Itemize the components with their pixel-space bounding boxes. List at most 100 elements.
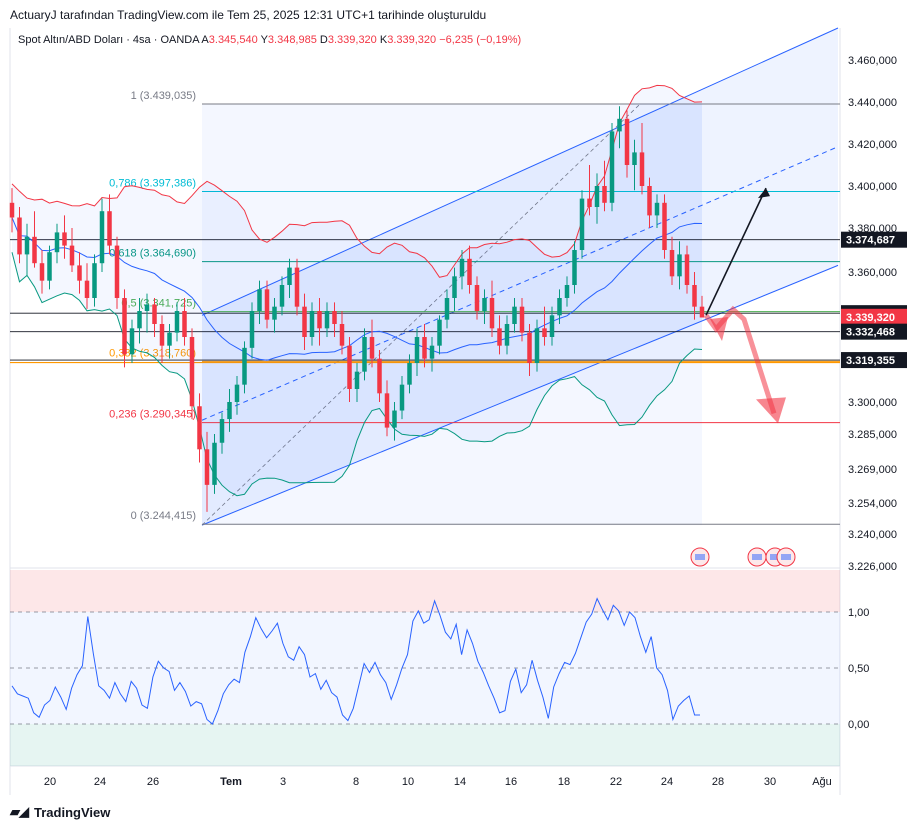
candle-body — [444, 298, 450, 320]
candle-body — [632, 152, 637, 165]
price-axis-tick: 3.360,000 — [848, 267, 897, 279]
rsi-axis-tick: 0,50 — [848, 663, 869, 675]
fib-level-label: 0,786 (3.397,386) — [109, 177, 196, 189]
candle-body — [422, 337, 427, 359]
candle-body — [542, 328, 547, 337]
price-axis-tick: 3.440,000 — [848, 97, 897, 109]
candle-body — [332, 311, 337, 324]
candle-body — [347, 345, 352, 389]
candle-body — [564, 285, 570, 298]
time-axis-tick: 22 — [610, 776, 622, 788]
chart-attribution: ActuaryJ tarafından TradingView.com ile … — [10, 8, 487, 22]
candle-body — [302, 306, 307, 337]
candle-body — [99, 211, 105, 264]
candle-body — [257, 289, 262, 311]
candle-body — [144, 304, 150, 311]
candle-body — [219, 419, 225, 443]
candle-body — [182, 311, 187, 337]
candle-body — [197, 406, 202, 450]
candle-body — [557, 298, 562, 316]
price-axis-tick: 3.400,000 — [848, 181, 897, 193]
time-axis-tick: Tem — [220, 776, 242, 788]
fib-trend-line — [201, 103, 641, 526]
candle-body — [459, 258, 465, 277]
time-axis-tick: 24 — [94, 776, 106, 788]
close-label: K — [379, 34, 388, 46]
candle-body — [54, 232, 60, 253]
candle-body — [519, 306, 525, 333]
candle-body — [47, 252, 52, 281]
candle-body — [497, 328, 502, 346]
bollinger-upper-band — [11, 84, 703, 278]
price-axis-tick: 3.254,000 — [848, 498, 897, 510]
us-event-flag-stripes — [752, 554, 762, 560]
candle-body — [429, 345, 435, 359]
candle-body — [159, 324, 165, 346]
price-tag-bg — [841, 323, 907, 340]
bullish-arrowhead — [758, 188, 770, 199]
time-axis-tick: 30 — [764, 776, 776, 788]
candle-body — [152, 304, 157, 324]
candle-body — [212, 442, 217, 485]
candle-body — [189, 337, 195, 407]
candle-body — [369, 337, 375, 359]
price-tag-label: 3.332,468 — [846, 327, 895, 339]
candle-body — [242, 347, 247, 385]
channel-upper-line — [201, 27, 839, 316]
candle-body — [384, 393, 390, 428]
time-axis-tick: 28 — [712, 776, 724, 788]
price-tag-bg — [841, 231, 907, 248]
time-axis-tick: 8 — [353, 776, 359, 788]
candle-body — [594, 186, 600, 207]
candle-body — [437, 319, 442, 346]
candle-body — [527, 332, 532, 363]
channel-median-line — [201, 146, 839, 421]
candle-body — [264, 289, 270, 320]
candle-body — [684, 254, 690, 285]
candle-body — [24, 236, 30, 255]
candle-body — [654, 202, 660, 216]
tradingview-brand[interactable]: ▰◢ TradingView — [10, 804, 110, 820]
fib-zone-fill — [202, 104, 702, 526]
price-channel-fill — [202, 28, 838, 526]
brand-name: TradingView — [34, 804, 111, 820]
candle-body — [504, 324, 510, 346]
low-value: 3.339,320 — [327, 34, 377, 46]
symbol-legend[interactable]: Spot Altın/ABD Doları · 4sa · OANDA A3.3… — [18, 34, 521, 46]
candle-body — [362, 337, 367, 372]
time-axis-tick: 3 — [280, 776, 286, 788]
open-label: A — [201, 34, 209, 46]
bearish-arrowhead-2 — [756, 397, 786, 424]
candle-body — [92, 263, 97, 298]
price-axis-tick: 3.460,000 — [848, 55, 897, 67]
change-value: −6,235 (−0,19%) — [439, 34, 522, 46]
candle-body — [294, 267, 300, 307]
candle-body — [414, 337, 420, 363]
time-axis-tick: 18 — [558, 776, 570, 788]
candle-body — [354, 371, 360, 389]
close-value: 3.339,320 — [387, 34, 437, 46]
candle-body — [662, 202, 667, 250]
candle-body — [587, 198, 592, 207]
fib-level-label: 0 (3.244,415) — [131, 510, 196, 522]
candle-body — [114, 245, 120, 298]
fib-level-label: 1 (3.439,035) — [131, 90, 196, 102]
candle-body — [107, 211, 112, 246]
candle-body — [287, 267, 292, 285]
price-tag-label: 3.339,320 — [846, 312, 895, 324]
candle-body — [279, 285, 285, 307]
price-tag-label: 3.374,687 — [846, 235, 895, 247]
open-value: 3.345,540 — [208, 34, 258, 46]
us-event-flag-stripes — [770, 554, 780, 560]
candle-body — [392, 410, 397, 428]
candle-body — [482, 298, 487, 311]
bearish-projection-path — [703, 305, 777, 415]
candle-body — [602, 186, 607, 203]
fib-level-label: 0,618 (3.364,690) — [109, 248, 196, 260]
candle-body — [122, 298, 127, 355]
time-axis-tick: 20 — [44, 776, 56, 788]
price-tag-bg — [841, 352, 907, 369]
chart-canvas[interactable]: 1 (3.439,035) 0,786 (3.397,386) 0,618 (3.3… — [0, 0, 921, 800]
candle-body — [69, 245, 75, 266]
candle-body — [204, 449, 210, 485]
